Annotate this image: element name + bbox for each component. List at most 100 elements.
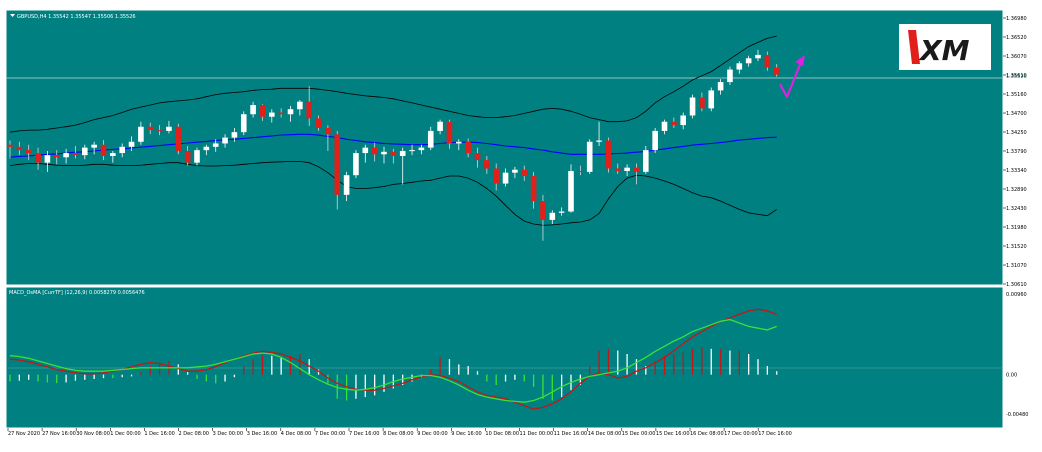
time-tick-label: 2 Dec 08:00 [179,431,209,437]
current-price-tag [1003,72,1028,80]
indicator-tick-label: -0.00480 [1006,412,1028,418]
time-tick-label: 8 Dec 08:00 [383,431,413,437]
xm-logo: XM [899,24,991,70]
bearish-candle [671,121,677,126]
bullish-candle [727,69,733,83]
bearish-candle [184,150,191,163]
bearish-candle [577,171,584,173]
bearish-candle [484,160,490,169]
bearish-candle [175,126,182,151]
bullish-candle [661,121,668,131]
price-tick-label: 1.36520 [1006,35,1027,41]
price-tick-label: 1.36980 [1006,16,1027,22]
indicator-panel-background[interactable] [6,286,1004,429]
bearish-candle [633,167,640,172]
time-tick-label: 17 Dec 16:00 [758,431,792,437]
bearish-candle [773,67,780,75]
bullish-candle [689,97,696,116]
bearish-candle [306,101,312,119]
time-tick-label: 14 Dec 08:00 [588,431,622,437]
time-tick-label: 7 Dec 16:00 [349,431,379,437]
time-tick-label: 9 Dec 00:00 [417,431,447,437]
bullish-candle [502,172,509,184]
time-tick-label: 15 Dec 16:00 [656,431,690,437]
indicator-header: MACD_OsMA [CurrTF] (12,26,9) 0.0058279 0… [9,290,145,296]
price-tick-label: 1.31070 [1006,263,1027,269]
time-tick-label: 10 Dec 08:00 [485,431,519,437]
time-tick-label: 11 Dec 00:00 [520,431,554,437]
price-tick-label: 1.33790 [1006,149,1027,155]
bullish-candle [110,153,116,156]
bullish-candle [381,151,387,155]
price-tick-label: 1.31520 [1006,244,1027,250]
dropdown-triangle-icon[interactable] [10,14,15,17]
bullish-candle [231,132,238,138]
bearish-candle [493,168,499,184]
bullish-candle [44,155,51,163]
bearish-candle [72,153,79,156]
price-tick-label: 1.31980 [1006,225,1027,231]
bullish-candle [456,141,462,144]
bullish-candle [399,150,406,156]
forecast-arrow-icon [779,55,805,99]
bearish-candle [25,150,32,154]
bearish-candle [390,151,397,156]
bullish-candle [558,211,565,213]
time-tick-label: 27 Nov 2020 [8,431,40,437]
bollinger-bands [9,35,777,226]
signal-line [9,318,777,403]
price-tick-label: 1.33340 [1006,168,1027,174]
bearish-candle [474,153,481,161]
bullish-candle [409,150,415,152]
bearish-candle [315,118,322,128]
bullish-candle [708,90,715,109]
price-tick-label: 1.34700 [1006,111,1027,117]
bullish-candle [287,109,294,115]
symbol-header: GBPUSD,H4 1.35542 1.35547 1.35506 1.3552… [17,14,136,20]
bullish-candle [680,115,686,126]
bullish-candle [745,58,752,64]
price-tick-label: 1.34250 [1006,130,1027,136]
macd-line [9,308,777,410]
main-panel-background[interactable] [6,10,1004,286]
bearish-candle [540,201,546,220]
bullish-candle [353,153,359,176]
bullish-candle [755,54,761,59]
bullish-candle [643,150,649,172]
time-tick-label: 7 Dec 00:00 [315,431,345,437]
time-tick-label: 3 Dec 16:00 [247,431,277,437]
bullish-candle [736,63,743,70]
bearish-candle [325,128,331,135]
bollinger-upper-line [9,35,777,133]
bullish-candle [269,112,275,117]
bearish-candle [16,146,23,151]
bearish-candle [334,134,341,195]
time-axis[interactable]: 27 Nov 2020 27 Nov 16:00 30 Nov 08:00 1 Dec… [7,428,792,437]
bullish-candle [437,121,443,131]
bearish-candle [371,147,378,155]
indicator-axis[interactable]: 0.00960 0.00 -0.00480 [1006,292,1028,418]
bullish-candle [194,150,200,163]
bullish-candle [250,105,256,115]
bullish-candle [596,140,602,142]
bearish-candle [521,169,528,177]
bullish-candle [297,101,303,110]
price-tick-label: 1.35160 [1006,92,1027,98]
bullish-candle [343,175,350,195]
price-axis[interactable]: 1.35526 1.36980 1.36520 1.36070 1.35610 1.35… [1003,16,1028,288]
bearish-candle [605,140,612,169]
price-tick-label: 1.36070 [1006,54,1027,60]
bullish-candle [568,171,574,212]
bullish-candle [63,153,69,158]
bearish-candle [278,112,284,115]
bullish-candle [717,82,724,91]
price-tick-label: 1.32890 [1006,187,1027,193]
indicator-tick-label: 0.00960 [1006,292,1027,298]
bullish-candle [222,137,228,144]
moving-average-line [9,133,777,158]
indicator-tick-label: 0.00 [1006,373,1017,379]
price-tick-label: 1.32430 [1006,206,1027,212]
bullish-candle [586,141,593,172]
bearish-candle [446,121,453,144]
osma-histogram [9,347,778,401]
